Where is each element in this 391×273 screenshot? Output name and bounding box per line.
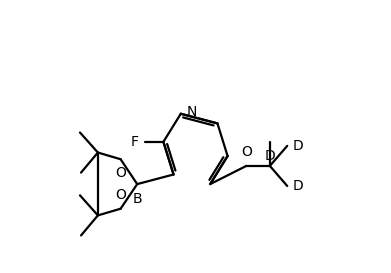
Text: O: O [115, 188, 126, 202]
Text: O: O [241, 145, 252, 159]
Text: D: D [293, 179, 304, 193]
Text: F: F [131, 135, 139, 149]
Text: D: D [264, 149, 275, 163]
Text: D: D [293, 139, 304, 153]
Text: O: O [115, 166, 126, 180]
Text: N: N [187, 105, 197, 119]
Text: B: B [133, 192, 142, 206]
